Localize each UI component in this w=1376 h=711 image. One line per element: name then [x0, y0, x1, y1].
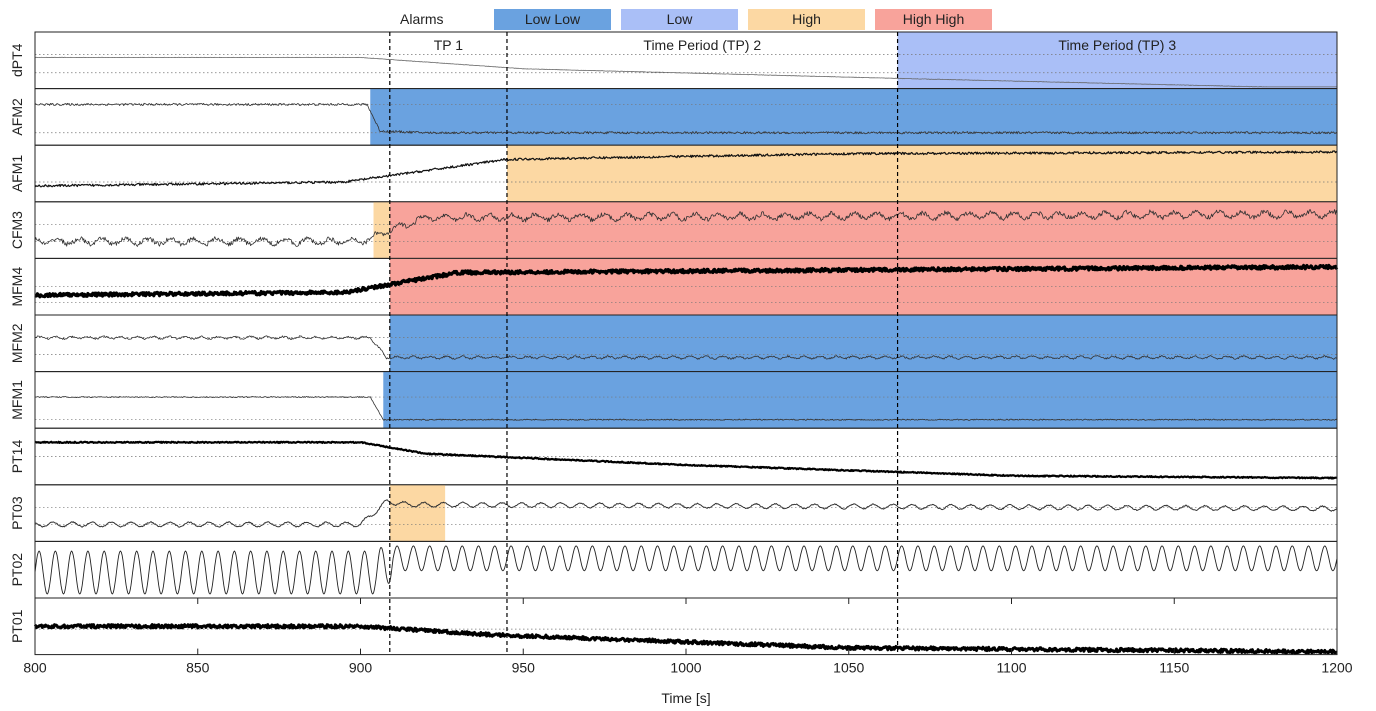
period-markers: TP 1 Time Period (TP) 2 Time Period (TP) 3 — [389, 32, 1176, 655]
panel-mfm4: MFM4 — [9, 257, 1339, 316]
series-line-pt14 — [34, 440, 1338, 480]
alarm-band-ll — [389, 315, 1337, 372]
series-line-mfm1 — [34, 396, 1338, 421]
x-tick-label: 1000 — [670, 660, 701, 676]
legend-item-h: High — [748, 9, 865, 30]
series-label: AFM1 — [9, 155, 25, 193]
alarm-band-l — [897, 32, 1337, 89]
alarm-band-h — [373, 201, 390, 259]
series-label: PT02 — [9, 553, 25, 587]
legend-item-l: Low — [621, 9, 738, 30]
x-tick-label: 900 — [349, 660, 373, 676]
legend-label: Low Low — [525, 11, 581, 27]
panels: dPT4 AFM2 AFM1 CFM3 MFM4 MFM2 MFM1 PT14 PT03 PT02… — [9, 31, 1339, 656]
panel-pt01: PT01 — [9, 597, 1338, 656]
series-line-pt01 — [33, 623, 1338, 655]
x-axis-label: Time [s] — [661, 690, 710, 706]
series-label: MFM2 — [9, 323, 25, 363]
x-tick-label: 950 — [512, 660, 536, 676]
series-line-mfm2 — [34, 335, 1338, 360]
x-tick-label: 1200 — [1321, 660, 1352, 676]
alarm-band-ll — [383, 371, 1337, 429]
legend-swatch — [494, 9, 611, 30]
panel-mfm2: MFM2 — [9, 314, 1338, 373]
x-tick-label: 1100 — [996, 660, 1026, 676]
series-line-pt02 — [34, 545, 1338, 595]
legend-swatch — [875, 9, 992, 30]
alarm-band-h — [506, 145, 1338, 202]
panel-frame — [34, 484, 1338, 542]
legend-item-ll: Low Low — [494, 9, 611, 30]
panel-afm1: AFM1 — [9, 144, 1338, 203]
x-tick-label: 850 — [186, 660, 210, 676]
legend-swatch — [748, 9, 865, 30]
series-line-afm2 — [34, 102, 1338, 135]
panel-afm2: AFM2 — [9, 88, 1338, 146]
panel-pt14: PT14 — [9, 427, 1338, 486]
legend-swatch — [621, 9, 738, 30]
series-label: CFM3 — [9, 211, 25, 249]
series-line-afm1 — [34, 150, 1338, 188]
panel-mfm1: MFM1 — [9, 371, 1338, 429]
legend-label: High — [792, 11, 821, 27]
legend-item-hh: High High — [875, 9, 992, 30]
series-line-mfm4 — [34, 263, 1339, 299]
series-label: PT01 — [9, 609, 25, 643]
x-tick-label: 1050 — [833, 660, 864, 676]
alarm-band-h — [389, 484, 446, 542]
alarm-band-hh — [389, 201, 1337, 259]
panel-dpt4: dPT4 — [9, 31, 1338, 90]
series-label: PT14 — [9, 440, 25, 474]
x-axis: 800 850 900 950 1000 1050 1100 1150 1200 — [23, 598, 1353, 676]
series-line-pt03 — [34, 499, 1338, 528]
series-line-dpt4 — [34, 56, 1337, 88]
panel-pt03: PT03 — [9, 484, 1338, 542]
series-label: PT03 — [9, 496, 25, 530]
series-label: dPT4 — [9, 43, 25, 77]
panel-pt02: PT02 — [9, 540, 1338, 599]
period-label: TP 1 — [434, 37, 464, 53]
legend: Alarms Low Low Low High High High — [400, 9, 992, 30]
panel-cfm3: CFM3 — [9, 201, 1338, 259]
legend-label: Low — [667, 11, 694, 27]
series-label: MFM4 — [9, 267, 25, 307]
series-label: MFM1 — [9, 380, 25, 420]
legend-label: High High — [903, 11, 964, 27]
alarm-band-ll — [370, 88, 1337, 146]
period-label: Time Period (TP) 2 — [643, 37, 761, 53]
x-tick-label: 800 — [23, 660, 47, 676]
series-line-cfm3 — [34, 209, 1338, 247]
series-label: AFM2 — [9, 98, 25, 136]
period-label: Time Period (TP) 3 — [1058, 37, 1176, 53]
x-tick-label: 1150 — [1159, 660, 1189, 676]
legend-title: Alarms — [400, 11, 444, 27]
